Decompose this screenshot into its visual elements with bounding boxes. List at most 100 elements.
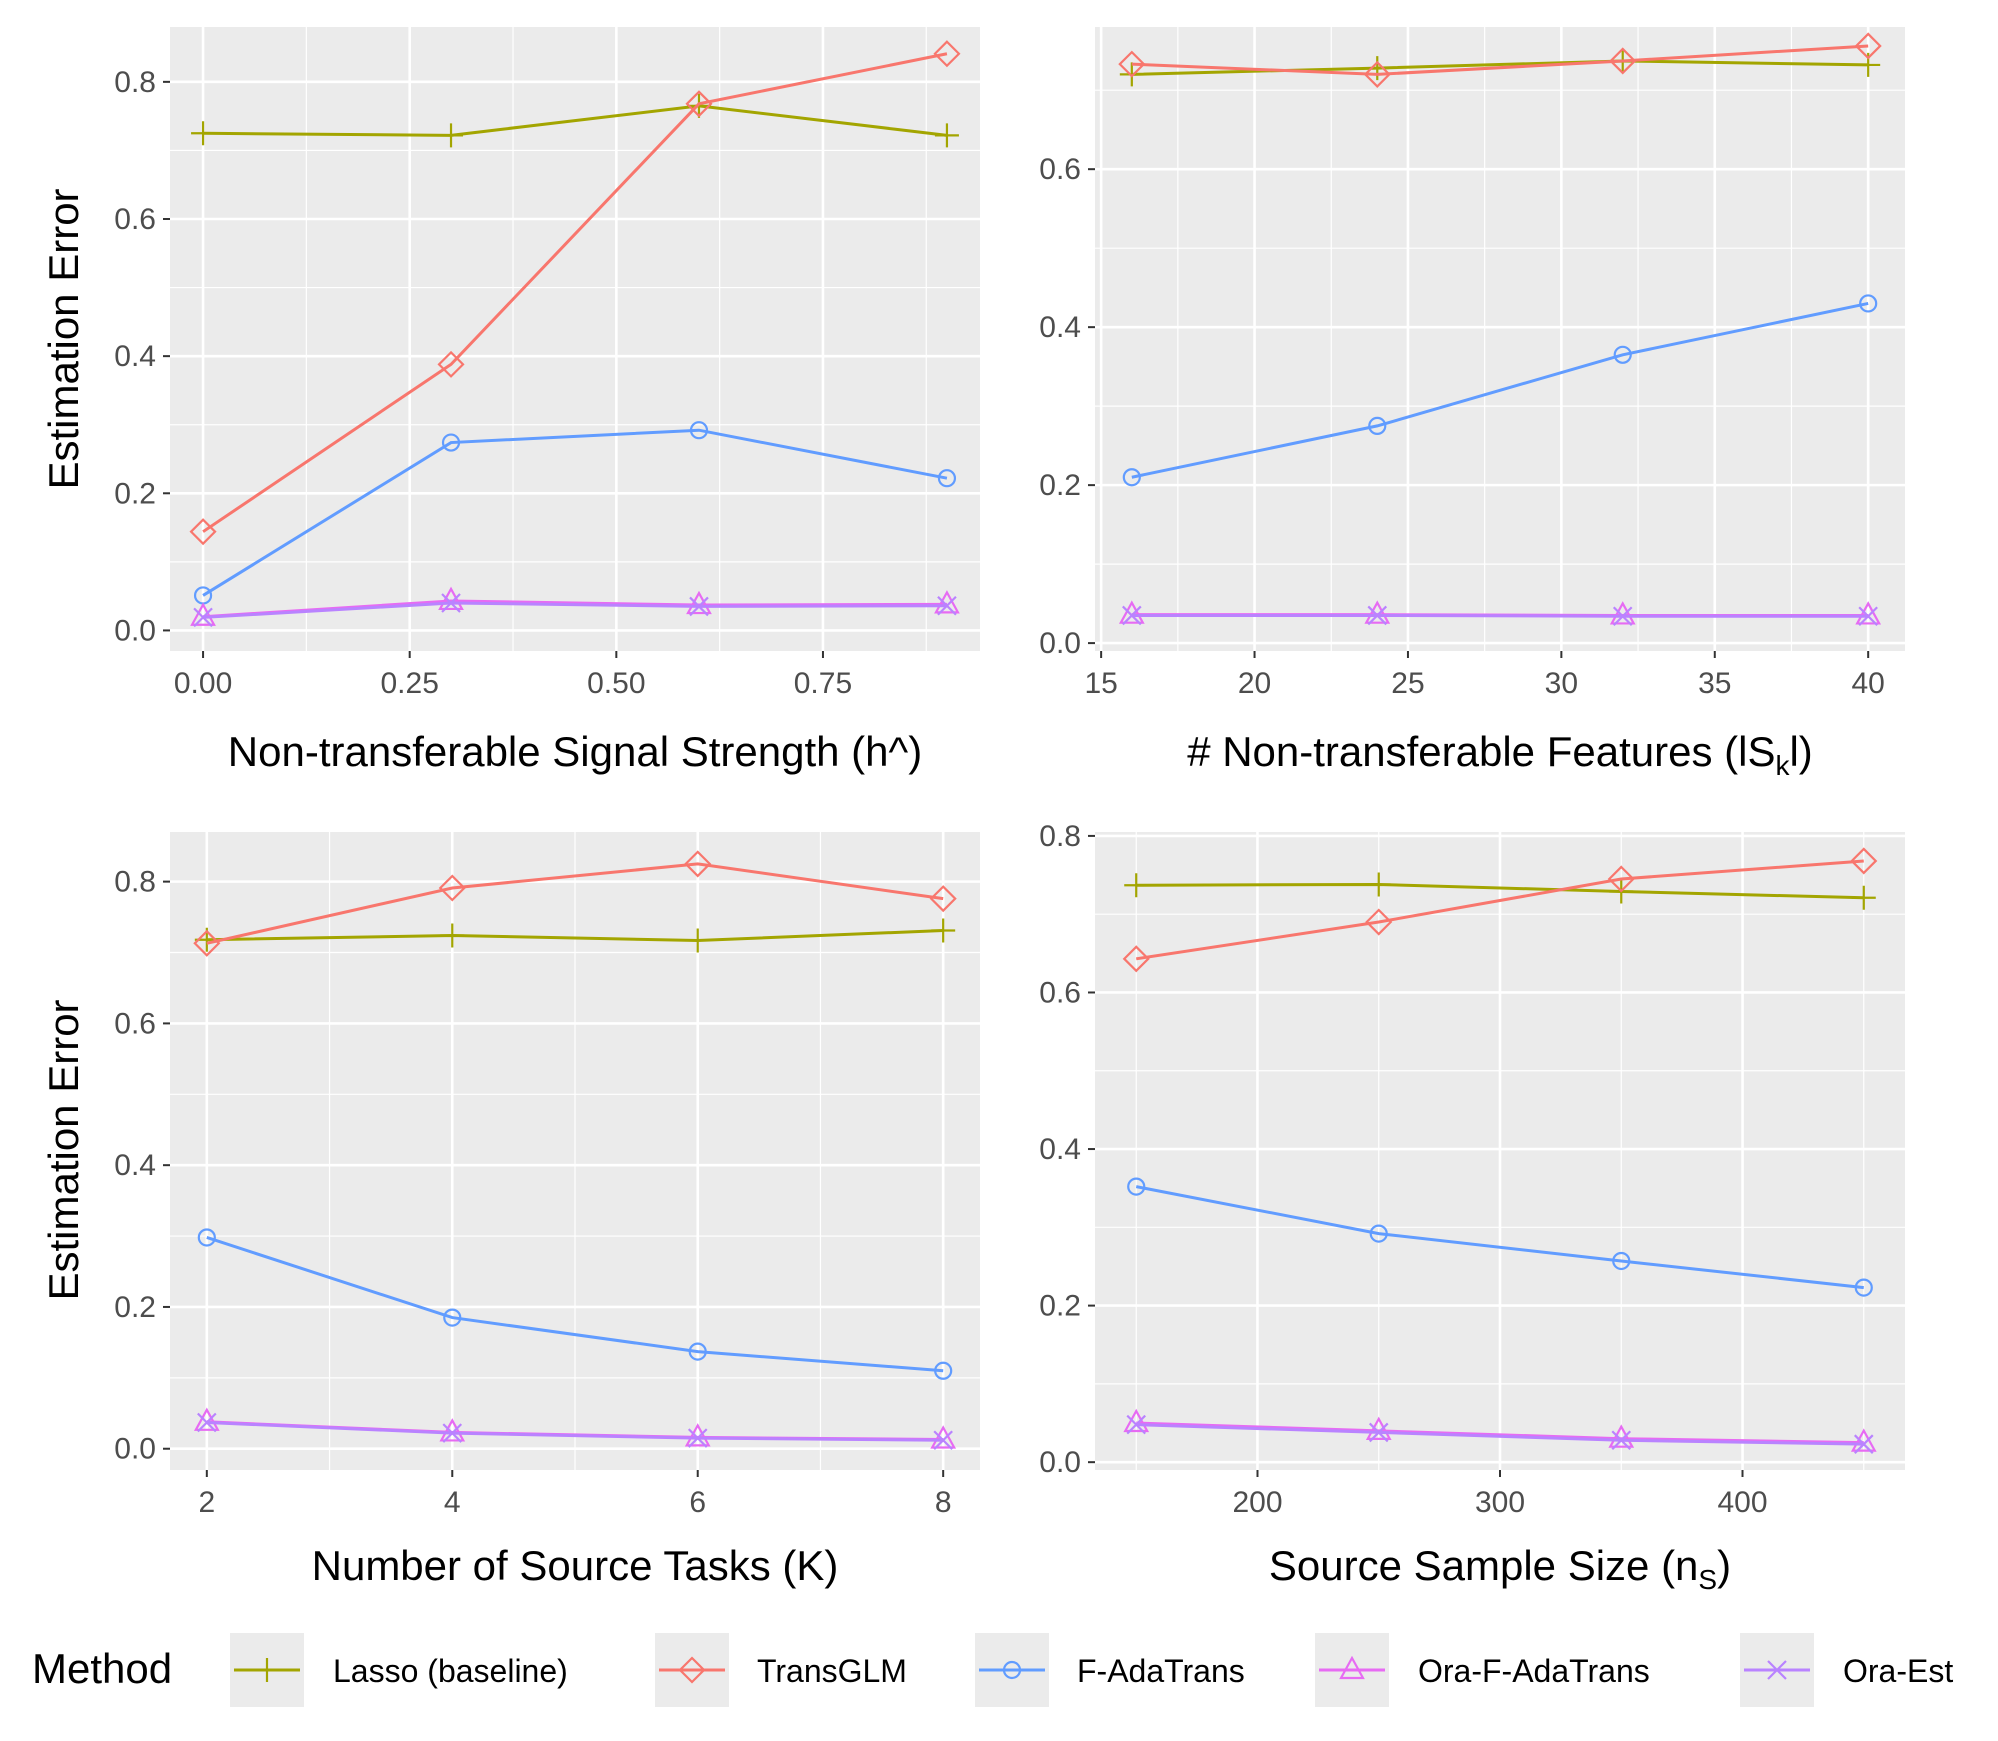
legend-label: Ora-F-AdaTrans xyxy=(1418,1653,1650,1689)
chart-panel-4: 200 300 400 0.0 0.2 0.4 0.6 0.8 Source Sample Si… xyxy=(1039,820,1905,1595)
data-point xyxy=(191,121,216,146)
legend-key-marker xyxy=(1767,1660,1787,1680)
series-line xyxy=(1131,301,1869,479)
data-point xyxy=(1122,605,1142,626)
panels: 0.00 0.25 0.50 0.75 0.0 0.2 0.4 0.6 0.8 Non-trans… xyxy=(40,27,1905,1595)
legend-item-diamond: TransGLM xyxy=(655,1633,907,1707)
legend-key-marker xyxy=(678,1656,706,1684)
legend-item-triangle: Ora-F-AdaTrans xyxy=(1315,1633,1650,1707)
series-triangle xyxy=(1123,1408,1877,1452)
legend-title: Method xyxy=(32,1645,172,1692)
x-axis-title-end: ) xyxy=(1717,1542,1731,1589)
chart-panel-1: 0.00 0.25 0.50 0.75 0.0 0.2 0.4 0.6 0.8 Non-trans… xyxy=(40,27,980,775)
x-axis-title-main: Source Sample Size (n xyxy=(1269,1542,1699,1589)
y-tick-label: 0.4 xyxy=(114,1149,156,1182)
data-point xyxy=(929,885,957,913)
x-axis-title-main: # Non-transferable Features (lS xyxy=(1187,728,1775,775)
series-cross xyxy=(1126,1414,1874,1454)
data-point xyxy=(684,850,712,878)
data-point xyxy=(689,421,709,440)
data-point xyxy=(441,433,461,452)
data-point xyxy=(1850,847,1878,875)
series-line xyxy=(1131,44,1869,76)
legend-label: Ora-Est xyxy=(1843,1653,1953,1689)
x-tick-label: 300 xyxy=(1475,1486,1525,1519)
x-tick-label: 0.00 xyxy=(174,667,232,700)
series-plus xyxy=(1124,872,1876,910)
data-point xyxy=(1850,1428,1877,1452)
data-point xyxy=(1123,1408,1150,1433)
data-point xyxy=(931,918,956,943)
series-line xyxy=(202,601,947,619)
data-point xyxy=(1607,865,1635,893)
y-tick-label: 0.2 xyxy=(114,1291,156,1324)
data-point xyxy=(1612,1251,1631,1271)
x-tick-label: 0.50 xyxy=(587,667,645,700)
y-tick-label: 0.0 xyxy=(114,614,156,647)
data-point xyxy=(437,350,465,378)
data-point xyxy=(1609,601,1636,625)
x-axis-title: Number of Source Tasks (K) xyxy=(312,1542,839,1589)
data-point xyxy=(441,593,461,613)
legend-label: TransGLM xyxy=(757,1653,907,1689)
series-line xyxy=(202,52,948,533)
series-circle xyxy=(197,1228,953,1380)
legend: Method Lasso (baseline) TransGLM F-AdaTrans… xyxy=(32,1633,1953,1707)
series-line xyxy=(1136,882,1864,900)
plot-background xyxy=(1095,27,1905,651)
y-tick-label: 0.0 xyxy=(1039,1446,1081,1479)
x-tick-label: 30 xyxy=(1545,667,1578,700)
x-axis-title-end: l) xyxy=(1789,728,1812,775)
data-point xyxy=(933,1430,953,1451)
data-point xyxy=(933,40,961,68)
data-point xyxy=(685,928,710,953)
data-point xyxy=(1127,1177,1146,1196)
x-axis-title-subscript: k xyxy=(1775,750,1790,781)
y-tick-label: 0.6 xyxy=(1039,153,1081,186)
series-cross xyxy=(1122,605,1878,627)
x-axis-title-subscript: S xyxy=(1698,1564,1717,1595)
data-point xyxy=(1365,56,1390,81)
x-tick-label: 15 xyxy=(1084,667,1117,700)
y-tick-label: 0.6 xyxy=(114,203,156,236)
series-line xyxy=(1131,59,1869,76)
data-point xyxy=(1858,606,1878,627)
data-point xyxy=(1367,605,1388,626)
y-tick-label: 0.0 xyxy=(1039,627,1081,660)
plot-background xyxy=(170,27,980,651)
data-point xyxy=(1118,600,1145,624)
data-point xyxy=(1119,62,1144,87)
legend-item-plus: Lasso (baseline) xyxy=(230,1633,568,1707)
y-tick-label: 0.2 xyxy=(1039,469,1081,502)
data-point xyxy=(1854,1278,1873,1297)
series-line xyxy=(203,104,948,137)
series-line xyxy=(1135,1185,1864,1290)
legend-label: F-AdaTrans xyxy=(1077,1653,1245,1689)
x-tick-label: 2 xyxy=(198,1486,215,1519)
data-point xyxy=(1612,606,1633,627)
data-point xyxy=(1368,1422,1389,1443)
y-tick-label: 0.2 xyxy=(114,477,156,510)
data-point xyxy=(934,590,960,614)
series-line xyxy=(206,929,944,942)
series-plus xyxy=(194,918,956,953)
chart-panel-3: 2 4 6 8 0.0 0.2 0.4 0.6 0.8 Number of Source Task… xyxy=(40,832,980,1589)
series-plus xyxy=(191,93,959,148)
data-point xyxy=(1122,468,1141,487)
data-point xyxy=(1855,601,1882,625)
data-point xyxy=(190,602,216,626)
data-point xyxy=(684,1423,711,1447)
x-tick-label: 200 xyxy=(1232,1486,1282,1519)
data-point xyxy=(1365,1416,1392,1440)
series-line xyxy=(1136,1421,1864,1445)
data-point xyxy=(688,1342,707,1361)
data-point xyxy=(193,1407,220,1431)
data-point xyxy=(937,469,957,488)
y-tick-label: 0.8 xyxy=(114,866,156,899)
x-tick-label: 0.25 xyxy=(380,667,438,700)
data-point xyxy=(1366,872,1391,897)
data-point xyxy=(442,1423,463,1443)
y-axis-title: Estimation Error xyxy=(40,999,87,1300)
data-point xyxy=(687,1428,708,1448)
